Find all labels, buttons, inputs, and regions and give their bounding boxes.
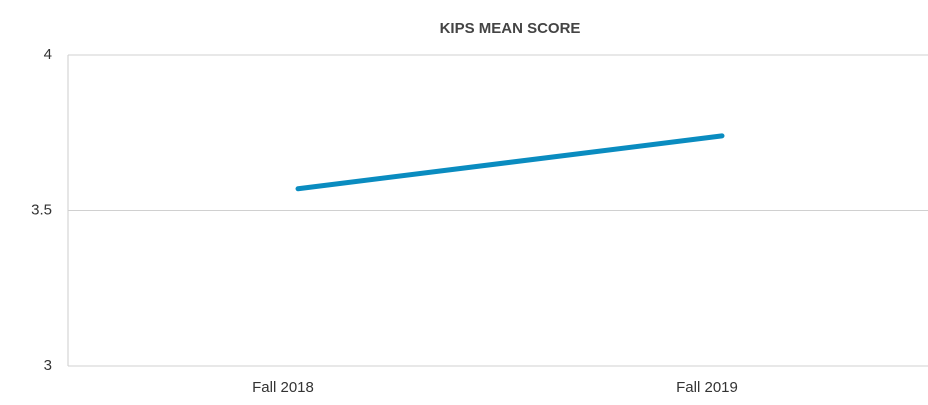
y-tick-label: 3	[44, 357, 52, 374]
y-tick-label: 3.5	[31, 201, 52, 218]
y-tick-label: 4	[44, 46, 52, 63]
data-line	[295, 133, 725, 192]
chart-title: KIPS MEAN SCORE	[440, 20, 581, 37]
x-tick-label: Fall 2019	[676, 379, 738, 396]
x-tick-label: Fall 2018	[252, 379, 314, 396]
